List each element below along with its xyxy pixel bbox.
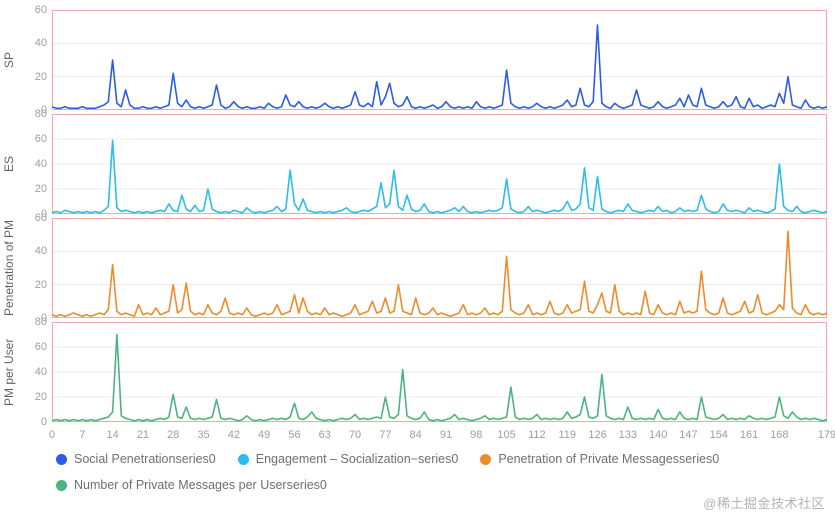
y-tick-label: 60 bbox=[34, 4, 47, 16]
x-tick-label: 14 bbox=[106, 429, 119, 441]
legend-item-engagement-socialization[interactable]: Engagement – Socialization−series0 bbox=[237, 452, 459, 466]
y-axis-title-es: ES bbox=[2, 156, 16, 173]
x-tick-label: 77 bbox=[379, 429, 392, 441]
y-tick-label: 40 bbox=[34, 158, 47, 170]
line-plot-sp bbox=[52, 10, 827, 110]
legend: Social Penetrationseries0 Engagement – S… bbox=[56, 452, 816, 504]
plot-area-penetration-pm bbox=[52, 218, 827, 318]
y-axis-title-penetration-pm: Penetration of PM bbox=[2, 219, 16, 317]
plot-area-sp bbox=[52, 10, 827, 110]
y-tick-label: 80 bbox=[34, 108, 47, 120]
x-tick-label: 35 bbox=[197, 429, 210, 441]
legend-item-social-penetration[interactable]: Social Penetrationseries0 bbox=[56, 452, 216, 466]
legend-dot-penetration-private-messages-icon bbox=[480, 453, 492, 465]
y-axis-ticks-penetration-pm: 60 40 20 0 bbox=[18, 212, 52, 324]
x-tick-label: 154 bbox=[709, 429, 728, 441]
y-tick-label: 20 bbox=[34, 70, 47, 83]
plots-area: SP 60 40 20 0 ES 80 60 40 20 0 Penetration of P… bbox=[0, 4, 835, 444]
x-tick-label: 98 bbox=[470, 429, 483, 441]
x-tick-label: 63 bbox=[318, 429, 331, 441]
x-tick-label: 133 bbox=[618, 429, 638, 441]
y-tick-label: 40 bbox=[34, 37, 47, 50]
legend-label-engagement-socialization: Engagement – Socialization−series0 bbox=[255, 452, 459, 466]
y-tick-label: 20 bbox=[34, 183, 47, 195]
line-plot-penetration-pm bbox=[52, 218, 827, 318]
y-axis-ticks-pm-per-user: 80 60 40 20 0 bbox=[18, 316, 52, 428]
y-tick-label: 0 bbox=[40, 416, 47, 428]
x-tick-label: 7 bbox=[79, 429, 86, 441]
x-tick-label: 56 bbox=[288, 429, 301, 441]
y-axis-ticks-es: 80 60 40 20 0 bbox=[18, 108, 52, 220]
legend-label-penetration-private-messages: Penetration of Private Messagesseries0 bbox=[498, 452, 720, 466]
plot-area-pm-per-user bbox=[52, 322, 827, 422]
x-tick-label: 28 bbox=[167, 429, 180, 441]
x-tick-label: 70 bbox=[348, 429, 362, 441]
line-plot-es bbox=[52, 114, 827, 214]
y-axis-ticks-sp: 60 40 20 0 bbox=[18, 4, 52, 116]
subplot-social-penetration: SP 60 40 20 0 bbox=[0, 4, 835, 116]
x-axis-tick-labels: 0 7 14 21 28 35 42 49 56 63 70 77 84 91 98 105 112 119 126… bbox=[48, 426, 835, 444]
legend-item-penetration-private-messages[interactable]: Penetration of Private Messagesseries0 bbox=[480, 452, 719, 466]
y-tick-label: 0 bbox=[40, 208, 47, 220]
x-tick-label: 0 bbox=[48, 429, 56, 441]
x-tick-label: 84 bbox=[409, 429, 422, 441]
x-tick-label: 112 bbox=[528, 429, 546, 441]
y-tick-label: 20 bbox=[34, 278, 47, 291]
legend-row-1: Social Penetrationseries0 Engagement – S… bbox=[56, 452, 816, 466]
x-tick-label: 161 bbox=[739, 429, 759, 441]
y-tick-label: 40 bbox=[34, 245, 47, 258]
subplot-pm-per-user: PM per User 80 60 40 20 0 bbox=[0, 316, 835, 428]
x-tick-label: 126 bbox=[588, 429, 607, 441]
legend-label-private-messages-per-user: Number of Private Messages per Userserie… bbox=[74, 478, 327, 492]
subplot-penetration-of-pm: Penetration of PM 60 40 20 0 bbox=[0, 212, 835, 324]
x-tick-label: 179 bbox=[817, 429, 835, 441]
x-tick-label: 119 bbox=[558, 429, 576, 441]
y-axis-title-pm-per-user: PM per User bbox=[2, 338, 16, 406]
x-tick-label: 140 bbox=[648, 429, 668, 441]
y-tick-label: 80 bbox=[34, 316, 47, 328]
legend-label-social-penetration: Social Penetrationseries0 bbox=[74, 452, 216, 466]
y-tick-label: 20 bbox=[34, 391, 47, 403]
y-tick-label: 40 bbox=[34, 366, 47, 378]
subplot-engagement-socialization: ES 80 60 40 20 0 bbox=[0, 108, 835, 220]
legend-row-2: Number of Private Messages per Userserie… bbox=[56, 478, 816, 492]
legend-dot-social-penetration-icon bbox=[56, 453, 67, 465]
y-tick-label: 60 bbox=[34, 341, 47, 353]
x-tick-label: 91 bbox=[439, 429, 453, 441]
x-tick-label: 21 bbox=[136, 429, 150, 441]
x-tick-label: 49 bbox=[258, 429, 271, 441]
y-tick-label: 0 bbox=[40, 104, 47, 116]
y-axis-title-sp: SP bbox=[2, 52, 16, 69]
x-tick-label: 147 bbox=[679, 429, 698, 441]
y-tick-label: 60 bbox=[34, 133, 47, 145]
legend-item-private-messages-per-user[interactable]: Number of Private Messages per Userserie… bbox=[56, 478, 327, 492]
line-plot-pm-per-user bbox=[52, 322, 827, 422]
plot-area-es bbox=[52, 114, 827, 214]
y-tick-label: 0 bbox=[40, 312, 47, 324]
legend-dot-private-messages-per-user-icon bbox=[56, 479, 67, 491]
y-tick-label: 60 bbox=[34, 212, 47, 224]
x-tick-label: 105 bbox=[497, 429, 516, 441]
x-tick-label: 168 bbox=[770, 429, 789, 441]
x-tick-label: 42 bbox=[227, 429, 240, 441]
watermark-text: @稀土掘金技术社区 bbox=[703, 496, 825, 511]
legend-dot-engagement-socialization-icon bbox=[237, 453, 249, 465]
